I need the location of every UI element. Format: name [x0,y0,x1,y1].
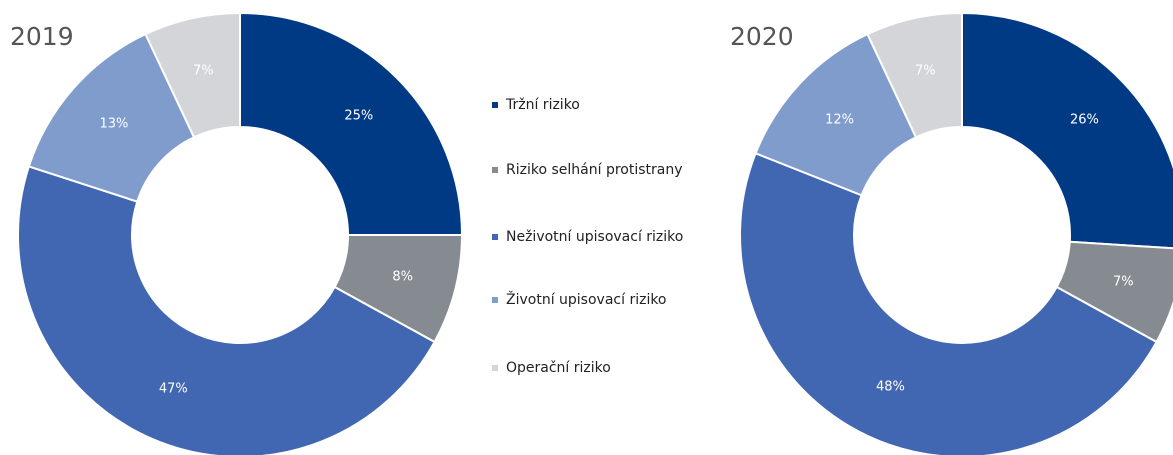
data-label: 7% [915,64,936,79]
legend-swatch [492,167,498,173]
data-label: 13% [100,116,129,131]
legend-label: Životní upisovací riziko [506,290,667,308]
legend-swatch [492,234,498,240]
data-label: 8% [392,269,413,284]
donut-slice [866,11,963,139]
data-label: 26% [1070,112,1099,127]
donut-slice [961,11,1173,250]
legend-label: Operační riziko [506,360,611,376]
data-label: 47% [159,382,188,397]
donut-slice [17,165,436,455]
legend-label: Tržní riziko [505,97,580,113]
legend-swatch [492,365,498,371]
data-label: 25% [344,109,373,124]
legend-label: Neživotní upisovací riziko [506,229,683,245]
donut-slice [239,11,464,236]
legend-swatch [492,297,498,303]
chart-title: 2019 [10,22,74,51]
donut-slice [144,11,241,139]
legend-label: Riziko selhání protistrany [506,162,683,178]
data-label: 7% [193,64,214,79]
data-label: 12% [825,112,854,127]
data-label: 7% [1113,274,1134,289]
chart-title: 2020 [730,22,794,51]
data-label: 48% [876,380,905,395]
legend-swatch [492,102,498,108]
donut-slice [739,151,1158,455]
